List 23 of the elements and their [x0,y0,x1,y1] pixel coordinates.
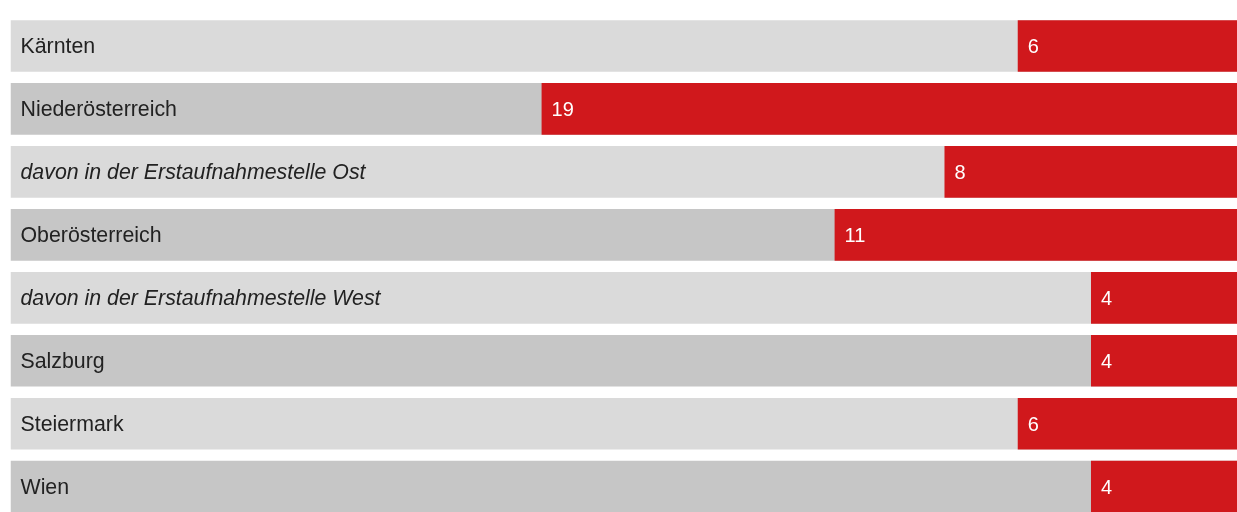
data-label: 6 [1027,34,1039,57]
y-tick-label: Wien [20,474,70,499]
data-label: 6 [1027,412,1039,435]
y-tick-label: Oberösterreich [20,222,162,247]
data-label: 19 [551,97,574,120]
data-label: 8 [954,160,966,183]
data-label: 4 [1100,475,1113,498]
bar [1090,272,1237,324]
y-tick-label: Kärnten [20,33,96,58]
data-label: 4 [1100,286,1113,309]
y-tick-label: Steiermark [20,411,124,436]
y-tick-label: Salzburg [20,348,105,373]
bar [1017,397,1237,450]
bar [834,209,1237,261]
y-tick-label: davon in der Erstaufnahmestelle Ost [20,159,367,184]
data-label: 11 [844,223,866,246]
y-tick-label: Niederösterreich [20,96,177,121]
bar [1090,460,1237,512]
bar [1090,334,1237,387]
bar [1017,20,1237,72]
y-tick-label: davon in der Erstaufnahmestelle West [20,285,382,310]
data-label: 4 [1100,349,1113,372]
bar [944,146,1237,198]
